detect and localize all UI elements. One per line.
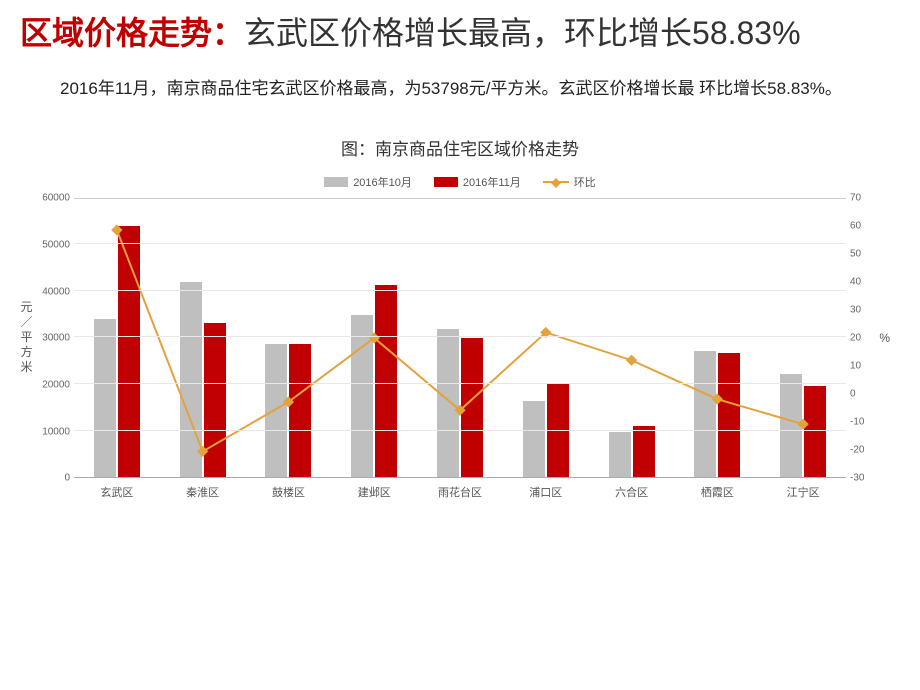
gridline [74, 243, 846, 244]
x-axis-label: 江宁区 [760, 484, 846, 500]
line-layer [74, 199, 846, 477]
chart-title: 图：南京商品住宅区域价格走势 [0, 135, 920, 160]
legend-item-series1: 2016年10月 [324, 174, 412, 190]
line-marker [111, 225, 122, 236]
legend-item-series2: 2016年11月 [434, 174, 521, 190]
y-left-tick: 50000 [30, 240, 70, 251]
line-marker [197, 446, 208, 457]
y-left-tick: 40000 [30, 286, 70, 297]
line-marker [712, 394, 723, 405]
y-right-tick: 60 [850, 221, 890, 232]
legend-swatch-series2 [434, 177, 458, 187]
chart-legend: 2016年10月 2016年11月 环比 [0, 174, 920, 190]
y-right-tick: 10 [850, 361, 890, 372]
x-axis-label: 雨花台区 [417, 484, 503, 500]
y-right-tick: 70 [850, 193, 890, 204]
y-left-tick: 10000 [30, 426, 70, 437]
x-axis-labels: 玄武区秦淮区鼓楼区建邺区雨花台区浦口区六合区栖霞区江宁区 [0, 478, 920, 500]
y-right-tick: 30 [850, 305, 890, 316]
y-left-tick: 0 [30, 473, 70, 484]
y-left-tick: 30000 [30, 333, 70, 344]
legend-label-series3: 环比 [574, 174, 596, 190]
y-right-tick: -30 [850, 473, 890, 484]
legend-label-series1: 2016年10月 [353, 174, 412, 190]
line-marker [797, 419, 808, 430]
y-axis-right: % -30-20-10010203040506070 [846, 198, 900, 478]
x-axis-label: 六合区 [589, 484, 675, 500]
line-marker [626, 355, 637, 366]
x-axis-label: 浦口区 [503, 484, 589, 500]
y-right-tick: -10 [850, 417, 890, 428]
y-left-tick: 60000 [30, 193, 70, 204]
legend-item-series3: 环比 [543, 174, 596, 190]
chart-container: 图：南京商品住宅区域价格走势 2016年10月 2016年11月 环比 元／平方… [0, 135, 920, 500]
y-right-ticks: -30-20-10010203040506070 [846, 198, 900, 478]
gridline [74, 383, 846, 384]
y-left-ticks: 0100002000030000400005000060000 [20, 198, 74, 478]
title-main: 玄武区价格增长最高，环比增长58.83% [244, 15, 801, 51]
x-axis-label: 鼓楼区 [246, 484, 332, 500]
gridline [74, 290, 846, 291]
y-right-tick: 40 [850, 277, 890, 288]
gridline [74, 430, 846, 431]
x-axis-label: 玄武区 [74, 484, 160, 500]
legend-swatch-series3 [543, 181, 569, 183]
x-axis-label: 建邺区 [331, 484, 417, 500]
trend-line [117, 231, 803, 452]
legend-swatch-series1 [324, 177, 348, 187]
page-title: 区域价格走势：玄武区价格增长最高，环比增长58.83% [0, 0, 920, 55]
description-text: 2016年11月，南京商品住宅玄武区价格最高，为53798元/平方米。玄武区价格… [0, 55, 920, 105]
y-right-tick: 20 [850, 333, 890, 344]
legend-label-series2: 2016年11月 [463, 174, 521, 190]
y-right-tick: -20 [850, 445, 890, 456]
gridline [74, 336, 846, 337]
x-axis-label: 栖霞区 [674, 484, 760, 500]
x-axis-label: 秦淮区 [160, 484, 246, 500]
y-right-tick: 0 [850, 389, 890, 400]
plot-area [74, 198, 846, 478]
y-right-tick: 50 [850, 249, 890, 260]
title-prefix: 区域价格走势： [20, 15, 244, 51]
y-left-tick: 20000 [30, 380, 70, 391]
y-axis-left: 元／平方米 0100002000030000400005000060000 [20, 198, 74, 478]
plot-row: 元／平方米 0100002000030000400005000060000 % … [0, 198, 920, 478]
